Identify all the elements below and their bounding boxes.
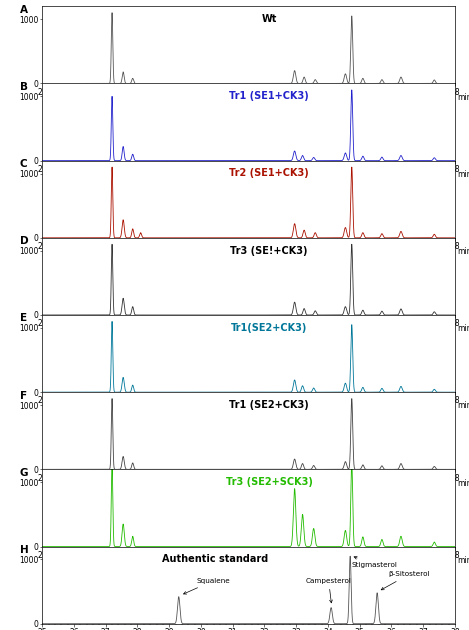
Text: Tr3 (SE!+CK3): Tr3 (SE!+CK3) bbox=[230, 246, 308, 256]
Text: min: min bbox=[457, 324, 469, 333]
Text: min: min bbox=[457, 247, 469, 256]
Text: D: D bbox=[20, 236, 28, 246]
Text: min: min bbox=[457, 479, 469, 488]
Text: Tr3 (SE2+SCK3): Tr3 (SE2+SCK3) bbox=[226, 477, 313, 487]
Text: min: min bbox=[457, 170, 469, 179]
Text: Stigmasterol: Stigmasterol bbox=[352, 556, 398, 568]
Text: Campesterol: Campesterol bbox=[306, 578, 352, 603]
Text: A: A bbox=[20, 5, 28, 14]
Text: Tr1 (SE1+CK3): Tr1 (SE1+CK3) bbox=[229, 91, 309, 101]
Text: Authentic standard: Authentic standard bbox=[162, 554, 269, 564]
Text: G: G bbox=[20, 468, 28, 478]
Text: Tr1(SE2+CK3): Tr1(SE2+CK3) bbox=[231, 323, 307, 333]
Text: Tr2 (SE1+CK3): Tr2 (SE1+CK3) bbox=[229, 168, 309, 178]
Text: min: min bbox=[457, 556, 469, 564]
Text: E: E bbox=[20, 314, 27, 323]
Text: H: H bbox=[20, 545, 28, 555]
Text: Wt: Wt bbox=[262, 14, 277, 24]
Text: F: F bbox=[20, 391, 27, 401]
Text: min: min bbox=[457, 401, 469, 410]
Text: Tr1 (SE2+CK3): Tr1 (SE2+CK3) bbox=[229, 400, 309, 410]
Text: min: min bbox=[457, 93, 469, 101]
Text: B: B bbox=[20, 82, 28, 92]
Text: Squalene: Squalene bbox=[183, 578, 230, 594]
Text: C: C bbox=[20, 159, 27, 169]
Text: β-Sitosterol: β-Sitosterol bbox=[381, 571, 430, 590]
